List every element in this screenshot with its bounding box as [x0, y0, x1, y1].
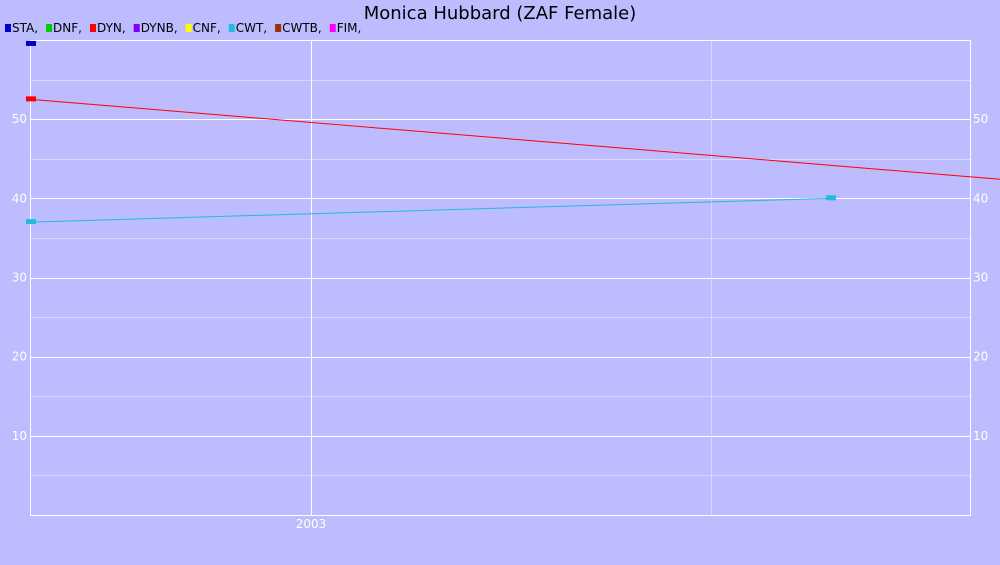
legend-label: CWTB, — [282, 21, 322, 35]
y-tick-label-left: 50 — [12, 112, 27, 126]
y-axis-right: 10 20 30 40 50 — [973, 112, 988, 443]
legend-swatch — [228, 24, 235, 32]
legend-item: CNF, — [185, 21, 221, 35]
data-point — [26, 40, 36, 46]
x-axis: 2003 — [296, 517, 327, 531]
legend-label: DYNB, — [141, 21, 178, 35]
data-point — [26, 96, 36, 102]
y-tick-label-left: 20 — [12, 350, 27, 364]
legend-item: CWT, — [228, 21, 267, 35]
series-dyn — [26, 96, 1000, 180]
y-tick-label-right: 50 — [973, 112, 988, 126]
legend-swatch — [5, 24, 11, 32]
legend-swatch — [275, 24, 282, 32]
legend-swatch — [46, 24, 53, 32]
plot-area-border — [30, 40, 971, 516]
legend-swatch — [329, 24, 336, 32]
series-group — [26, 40, 1000, 225]
legend-swatch — [133, 24, 140, 32]
legend: STA, DNF, DYN, DYNB, CNF, CWT, CWTB, FIM, — [5, 21, 361, 35]
legend-label: STA, — [12, 21, 38, 35]
legend-label: FIM, — [337, 21, 362, 35]
chart-title: Monica Hubbard (ZAF Female) — [364, 3, 637, 24]
legend-item: DYNB, — [133, 21, 178, 35]
legend-swatch — [185, 24, 192, 32]
y-tick-label-right: 10 — [973, 429, 988, 443]
series-line — [30, 197, 832, 223]
legend-label: CNF, — [193, 21, 221, 35]
legend-item: FIM, — [329, 21, 362, 35]
y-tick-label-left: 10 — [12, 429, 27, 443]
legend-label: CWT, — [236, 21, 267, 35]
y-tick-label-left: 30 — [12, 271, 27, 285]
legend-label: DYN, — [97, 21, 126, 35]
legend-label: DNF, — [53, 21, 82, 35]
x-tick-label: 2003 — [296, 517, 327, 531]
y-tick-label-right: 20 — [973, 350, 988, 364]
series-cwt — [26, 195, 836, 225]
series-line — [30, 98, 1000, 180]
y-axis-left: 10 20 30 40 50 — [12, 112, 27, 443]
data-point — [826, 195, 836, 201]
legend-item: DNF, — [46, 21, 82, 35]
y-tick-label-left: 40 — [12, 191, 27, 205]
data-point — [26, 219, 36, 225]
legend-item: STA, — [5, 21, 38, 35]
y-tick-label-right: 30 — [973, 271, 988, 285]
grid — [30, 40, 970, 515]
legend-item: DYN, — [89, 21, 126, 35]
series-sta — [26, 40, 36, 46]
legend-swatch — [89, 24, 96, 32]
y-tick-label-right: 40 — [973, 191, 988, 205]
legend-item: CWTB, — [275, 21, 322, 35]
